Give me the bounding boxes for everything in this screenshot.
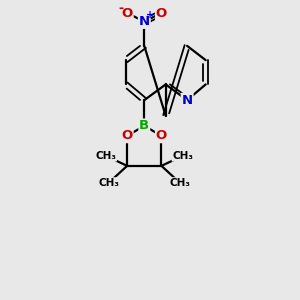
Text: N: N (182, 94, 193, 106)
Text: O: O (156, 129, 167, 142)
Text: CH₃: CH₃ (98, 178, 119, 188)
Text: CH₃: CH₃ (95, 151, 116, 161)
Text: O: O (122, 7, 133, 20)
Text: N: N (139, 15, 150, 28)
Text: -: - (118, 2, 123, 15)
Text: O: O (122, 129, 133, 142)
Text: B: B (139, 119, 149, 132)
Text: CH₃: CH₃ (169, 178, 190, 188)
Text: +: + (146, 10, 154, 20)
Text: CH₃: CH₃ (172, 151, 193, 161)
Text: O: O (156, 7, 167, 20)
